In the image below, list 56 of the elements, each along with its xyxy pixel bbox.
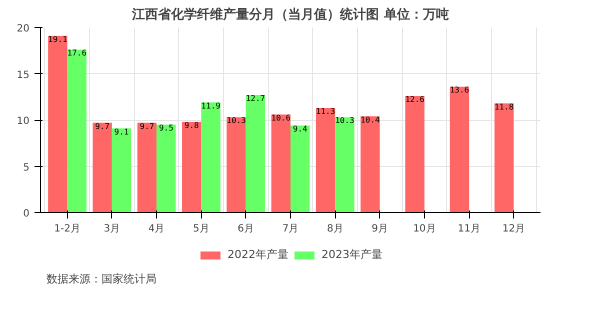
y-tick-label: 5 [23,162,30,174]
y-tick-label: 15 [16,70,30,81]
bar [494,103,514,212]
x-tick-label: 9月 [372,224,388,234]
data-label: 13.6 [450,86,470,95]
x-tick-label: 8月 [326,224,344,234]
bar [450,86,470,212]
data-label: 9.4 [292,124,308,134]
bar [92,122,112,212]
data-label: 9.1 [114,127,129,136]
data-label: 10.4 [360,115,380,124]
x-tick-label: 7月 [282,224,299,234]
bar [182,122,202,212]
source-note: 数据来源：国家统计局 [46,272,156,286]
bar [156,124,176,212]
bar [316,108,336,212]
x-tick-label: 3月 [104,224,120,234]
bar [137,122,157,212]
x-tick-label: 1-2月 [54,224,80,234]
x-tick-label: 12月 [502,224,526,234]
bar [405,96,424,212]
data-label: 10.6 [271,113,291,122]
y-tick-label: 10 [16,116,30,127]
data-label: 9.7 [140,122,154,131]
data-label: 12.6 [405,94,425,104]
x-tick-label: 10月 [413,224,436,234]
legend-label: 2023年产量 [322,247,382,262]
data-label: 17.6 [67,48,87,58]
chart-title: 江西省化学纤维产量分月（当月值）统计图 单位：万吨 [131,6,449,22]
x-tick-label: 6月 [238,224,254,234]
data-label: 11.9 [201,101,221,110]
data-label: 11.8 [494,102,514,112]
bar [201,102,220,212]
x-tick-label: 11月 [458,224,480,234]
y-tick-label: 20 [16,24,30,34]
data-label: 12.7 [246,94,266,104]
bar [246,95,266,212]
data-label: 9.7 [95,122,110,131]
data-label: 10.3 [226,116,246,126]
data-label: 9.5 [158,124,174,133]
bar [335,117,354,212]
x-tick-label: 4月 [148,224,165,234]
data-label: 9.8 [184,120,200,130]
data-label: 10.3 [335,116,355,126]
bar [48,36,68,212]
bar [112,128,132,212]
bar [67,50,86,212]
bar [226,117,246,212]
legend-label: 2022年产量 [228,247,288,262]
y-tick-label: 0 [23,208,30,220]
bar [271,114,290,212]
data-label: 19.1 [48,34,68,44]
bar [360,116,380,212]
data-label: 11.3 [316,106,336,116]
x-tick-label: 5月 [193,224,210,234]
bar [290,126,310,212]
